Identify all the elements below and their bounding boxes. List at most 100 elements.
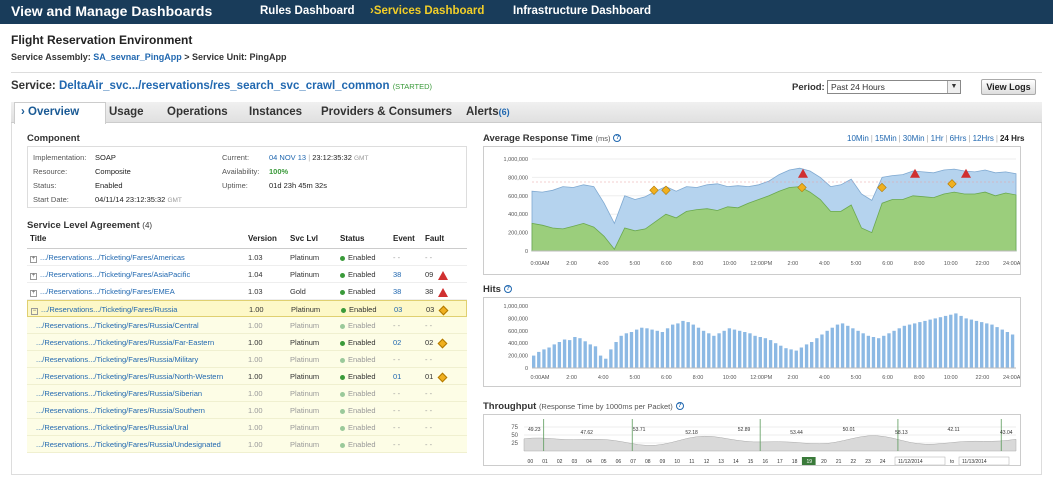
x-tick-label: 2:00 — [787, 375, 798, 381]
hits-bar — [799, 347, 804, 368]
hits-bar — [604, 358, 608, 368]
sla-level-cell: Platinum — [290, 321, 320, 330]
tab-overview[interactable]: › Overview — [21, 106, 79, 118]
alert-diamond-icon[interactable] — [437, 338, 448, 348]
col-svc-lvl[interactable]: Svc Lvl — [290, 234, 319, 243]
col-version[interactable]: Version — [248, 234, 277, 243]
hits-bar — [588, 344, 592, 368]
sla-title-link[interactable]: .../Reservations.../Ticketing/Fares/Russ… — [36, 321, 199, 330]
sla-title-link[interactable]: .../Reservations.../Ticketing/Fares/Russ… — [36, 372, 224, 381]
collapse-icon[interactable]: − — [31, 308, 38, 315]
expand-icon[interactable]: + — [30, 273, 37, 280]
current-date[interactable]: 04 NOV 13 — [269, 153, 307, 162]
hits-bar — [877, 338, 881, 368]
nav-infrastructure-dashboard[interactable]: Infrastructure Dashboard — [513, 5, 652, 17]
range-link-6hrs[interactable]: 6Hrs — [949, 134, 967, 143]
tab-alerts-label: Alerts — [466, 106, 499, 118]
sla-title-link[interactable]: .../Reservations.../Ticketing/Fares/Amer… — [40, 253, 185, 262]
tab-operations[interactable]: Operations — [167, 106, 228, 118]
status-dot-icon — [340, 289, 345, 295]
sla-fault-cell: 02 — [425, 338, 448, 348]
expand-icon[interactable]: + — [30, 290, 37, 297]
sla-title-link[interactable]: .../Reservations.../Ticketing/Fares/EMEA — [40, 287, 175, 296]
table-row[interactable]: .../Reservations.../Ticketing/Fares/Russ… — [27, 419, 467, 436]
table-row[interactable]: .../Reservations.../Ticketing/Fares/Russ… — [27, 351, 467, 368]
nav-services-dashboard[interactable]: ›Services Dashboard — [370, 5, 484, 17]
alerts-count-badge: (6) — [498, 107, 510, 117]
table-row[interactable]: + .../Reservations.../Ticketing/Fares/EME… — [27, 283, 467, 300]
status-value: Enabled — [95, 181, 123, 190]
sla-title-link[interactable]: .../Reservations.../Ticketing/Fares/Russ… — [36, 355, 199, 364]
sla-title-link[interactable]: .../Reservations.../Ticketing/Fares/Russ… — [36, 440, 221, 449]
tab-usage[interactable]: Usage — [109, 106, 144, 118]
sla-level-cell: Platinum — [290, 389, 320, 398]
sla-event-value[interactable]: 02 — [393, 338, 402, 347]
table-row[interactable]: + .../Reservations.../Ticketing/Fares/Asi… — [27, 266, 467, 283]
table-row[interactable]: .../Reservations.../Ticketing/Fares/Russ… — [27, 402, 467, 419]
sla-title-link[interactable]: .../Reservations.../Ticketing/Fares/Russ… — [41, 305, 178, 314]
help-icon[interactable]: ? — [675, 402, 684, 411]
table-row[interactable]: .../Reservations.../Ticketing/Fares/Russ… — [27, 334, 467, 351]
sla-title-link[interactable]: .../Reservations.../Ticketing/Fares/Russ… — [36, 406, 205, 415]
start-date-value: 04/11/14 23:12:35:32 GMT — [95, 195, 182, 204]
col-status[interactable]: Status — [340, 234, 365, 243]
range-link-30min[interactable]: 30Min — [902, 134, 925, 143]
hits-bar — [871, 337, 876, 368]
sla-event-value[interactable]: 03 — [394, 305, 403, 314]
nav-rules-dashboard[interactable]: Rules Dashboard — [260, 5, 355, 17]
table-row[interactable]: .../Reservations.../Ticketing/Fares/Russ… — [27, 385, 467, 402]
sla-title-link[interactable]: .../Reservations.../Ticketing/Fares/Russ… — [36, 423, 189, 432]
status-dot-icon — [340, 408, 345, 414]
col-event[interactable]: Event — [393, 234, 415, 243]
table-row[interactable]: .../Reservations.../Ticketing/Fares/Russ… — [27, 317, 467, 334]
help-icon[interactable]: ? — [503, 285, 512, 294]
sla-version-cell: 1.00 — [249, 305, 264, 314]
alert-diamond-icon[interactable] — [437, 372, 448, 382]
hits-bar — [840, 323, 845, 368]
alert-diamond-icon[interactable] — [438, 305, 449, 315]
service-name-link[interactable]: DeltaAir_svc.../reservations/res_search_… — [58, 80, 390, 92]
hits-bar — [681, 320, 685, 368]
range-link-24hrs[interactable]: 24 Hrs — [999, 134, 1025, 143]
y-tick-label: 1,000,000 — [504, 304, 528, 310]
alert-diamond-icon — [797, 182, 807, 193]
range-link-1hr[interactable]: 1Hr — [930, 134, 944, 143]
assembly-link[interactable]: SA_sevnar_PingApp — [93, 52, 182, 62]
col-fault[interactable]: Fault — [425, 234, 445, 243]
sla-title-link[interactable]: .../Reservations.../Ticketing/Fares/Russ… — [36, 338, 215, 347]
start-date-text: 04/11/14 23:12:35:32 — [95, 195, 166, 204]
warning-icon[interactable] — [438, 287, 449, 297]
tab-providers-consumers[interactable]: Providers & Consumers — [321, 106, 453, 118]
tab-instances[interactable]: Instances — [249, 106, 303, 118]
period-select[interactable]: Past 24 Hours ▼ — [827, 80, 961, 94]
table-row[interactable]: − .../Reservations.../Ticketing/Fares/Rus… — [27, 300, 467, 317]
hour-button-03: 03 — [572, 459, 578, 465]
range-link-15min[interactable]: 15Min — [874, 134, 897, 143]
sla-status-cell: Enabled — [340, 253, 376, 262]
sla-event-cell: - - — [393, 321, 400, 330]
sla-event-value[interactable]: 38 — [393, 270, 402, 279]
tab-alerts[interactable]: Alerts(6) — [466, 106, 510, 118]
warning-icon[interactable] — [438, 270, 449, 280]
sla-title-link[interactable]: .../Reservations.../Ticketing/Fares/Russ… — [36, 389, 203, 398]
help-icon[interactable]: ? — [613, 134, 622, 143]
sla-fault-value: - - — [425, 355, 433, 364]
range-link-12hrs[interactable]: 12Hrs — [972, 134, 994, 143]
view-logs-button[interactable]: View Logs — [981, 79, 1036, 95]
table-row[interactable]: .../Reservations.../Ticketing/Fares/Russ… — [27, 368, 467, 385]
sla-fault-value: 03 — [426, 305, 435, 314]
status-dot-icon — [341, 307, 346, 313]
table-row[interactable]: .../Reservations.../Ticketing/Fares/Russ… — [27, 436, 467, 453]
sla-title-link[interactable]: .../Reservations.../Ticketing/Fares/Asia… — [40, 270, 191, 279]
sla-event-value[interactable]: 01 — [393, 372, 402, 381]
sla-event-cell: 38 — [393, 270, 401, 279]
expand-icon[interactable]: + — [30, 256, 37, 263]
sla-event-value[interactable]: 38 — [393, 287, 402, 296]
hits-bar — [712, 335, 716, 368]
throughput-annotation: 58.13 — [895, 430, 908, 436]
range-link-10min[interactable]: 10Min — [847, 134, 869, 143]
active-tab-background — [14, 102, 106, 124]
col-title[interactable]: Title — [30, 234, 47, 243]
table-row[interactable]: + .../Reservations.../Ticketing/Fares/Ame… — [27, 249, 467, 266]
hits-bar — [547, 347, 551, 368]
